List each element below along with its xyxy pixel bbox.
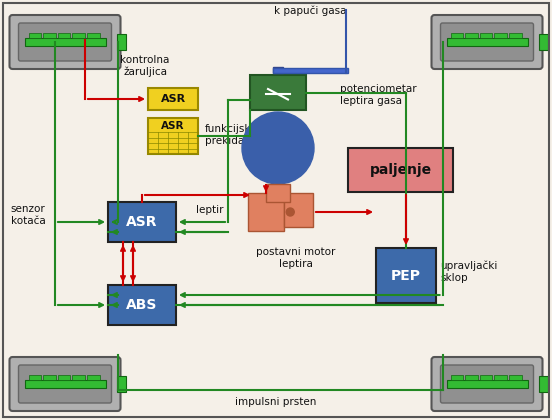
Text: impulsni prsten: impulsni prsten [235, 397, 317, 407]
Bar [450, 375, 463, 380]
FancyBboxPatch shape [19, 23, 112, 61]
Bar [72, 33, 85, 38]
Bar [148, 118, 198, 154]
FancyBboxPatch shape [432, 357, 543, 411]
Bar [447, 38, 528, 46]
Bar [72, 375, 85, 380]
FancyBboxPatch shape [9, 15, 120, 69]
FancyBboxPatch shape [440, 23, 533, 61]
Bar [24, 38, 105, 46]
Text: k papuči gasa: k papuči gasa [274, 5, 346, 16]
Text: potenciometar
leptira gasa: potenciometar leptira gasa [340, 84, 417, 106]
Bar [43, 375, 56, 380]
Text: funkcijski
prekidač: funkcijski prekidač [205, 124, 254, 146]
Bar [266, 184, 290, 202]
Bar [376, 248, 436, 303]
Bar [29, 33, 41, 38]
Text: PEP: PEP [391, 268, 421, 283]
Bar [108, 202, 176, 242]
Bar [148, 88, 198, 110]
Bar [58, 33, 70, 38]
Bar [116, 34, 125, 50]
Text: senzor
kotača: senzor kotača [10, 204, 45, 226]
Bar [450, 33, 463, 38]
Bar [108, 285, 176, 325]
Bar [273, 68, 348, 73]
Bar [284, 193, 313, 227]
Bar [58, 375, 70, 380]
Bar [494, 33, 507, 38]
Bar [348, 148, 453, 192]
Bar [539, 34, 548, 50]
Bar [273, 67, 283, 73]
FancyBboxPatch shape [9, 357, 120, 411]
Bar [465, 33, 477, 38]
Bar [29, 375, 41, 380]
Circle shape [242, 112, 314, 184]
Bar [539, 376, 548, 392]
Bar [494, 375, 507, 380]
Bar [480, 375, 492, 380]
Bar [43, 33, 56, 38]
Text: paljenje: paljenje [369, 163, 432, 177]
Bar [447, 380, 528, 388]
Bar [250, 75, 306, 110]
Text: ABS: ABS [126, 298, 158, 312]
Text: ASR: ASR [161, 94, 185, 104]
Bar [509, 33, 522, 38]
Text: ASR: ASR [126, 215, 158, 229]
Text: upravljački
sklop: upravljački sklop [440, 261, 497, 283]
Bar [248, 193, 284, 231]
Bar [87, 33, 99, 38]
Text: leptir: leptir [195, 205, 223, 215]
Bar [116, 376, 125, 392]
Bar [87, 375, 99, 380]
Bar [24, 380, 105, 388]
Text: postavni motor
leptira: postavni motor leptira [256, 247, 336, 269]
Bar [465, 375, 477, 380]
Bar [509, 375, 522, 380]
Text: ASR: ASR [161, 121, 185, 131]
Circle shape [286, 208, 294, 216]
Text: kontrolna
žaruljica: kontrolna žaruljica [120, 55, 169, 77]
Bar [480, 33, 492, 38]
FancyBboxPatch shape [440, 365, 533, 403]
FancyBboxPatch shape [19, 365, 112, 403]
FancyBboxPatch shape [432, 15, 543, 69]
